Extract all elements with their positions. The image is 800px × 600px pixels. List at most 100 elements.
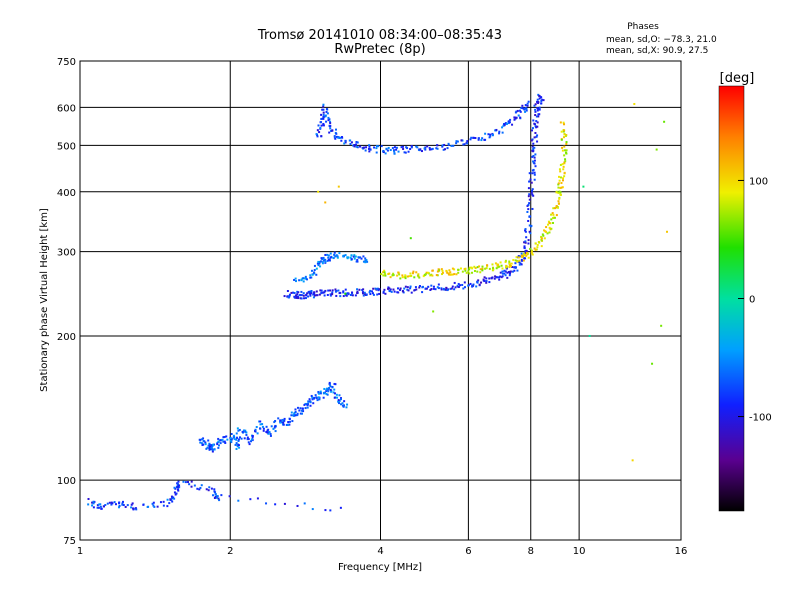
echo-point bbox=[519, 116, 522, 119]
echo-point bbox=[524, 251, 527, 254]
echo-point bbox=[499, 275, 502, 278]
echo-point bbox=[365, 293, 368, 296]
echo-point bbox=[407, 289, 410, 292]
echo-point bbox=[319, 289, 322, 292]
echo-points bbox=[87, 93, 669, 512]
colorbar-label: [deg] bbox=[720, 71, 755, 86]
echo-point bbox=[562, 130, 565, 133]
echo-point bbox=[293, 278, 296, 281]
echo-point bbox=[457, 282, 460, 285]
echo-point bbox=[198, 488, 201, 491]
echo-point bbox=[283, 502, 286, 505]
echo-point bbox=[431, 147, 434, 150]
echo-point bbox=[520, 263, 523, 266]
echo-point bbox=[424, 146, 427, 149]
echo-point bbox=[292, 291, 295, 294]
echo-point bbox=[384, 274, 387, 277]
echo-point bbox=[229, 439, 232, 442]
echo-point bbox=[228, 495, 231, 498]
echo-point bbox=[531, 249, 534, 252]
echo-point bbox=[502, 124, 505, 127]
echo-point bbox=[206, 446, 209, 449]
echo-point bbox=[306, 406, 309, 409]
echo-point bbox=[424, 148, 427, 151]
echo-point bbox=[441, 144, 444, 147]
echo-point bbox=[375, 145, 378, 148]
echo-point bbox=[390, 290, 393, 293]
echo-point bbox=[557, 202, 560, 205]
echo-point bbox=[488, 267, 491, 270]
echo-point bbox=[478, 265, 481, 268]
phases-title: Phases bbox=[627, 22, 659, 32]
echo-point bbox=[317, 392, 320, 395]
echo-point bbox=[325, 110, 328, 113]
echo-point bbox=[177, 489, 180, 492]
echo-point bbox=[559, 121, 562, 124]
echo-point bbox=[317, 190, 320, 193]
echo-point bbox=[339, 397, 342, 400]
echo-point bbox=[261, 423, 264, 426]
echo-point bbox=[349, 142, 352, 145]
echo-point bbox=[211, 450, 214, 453]
echo-point bbox=[533, 178, 536, 181]
echo-point bbox=[223, 440, 226, 443]
echo-point bbox=[504, 260, 507, 263]
echo-point bbox=[113, 501, 116, 504]
echo-point bbox=[514, 266, 517, 269]
echo-point bbox=[467, 284, 470, 287]
echo-point bbox=[126, 504, 129, 507]
echo-point bbox=[523, 108, 526, 111]
echo-point bbox=[349, 256, 352, 259]
echo-point bbox=[250, 438, 253, 441]
echo-point bbox=[451, 273, 454, 276]
echo-point bbox=[325, 388, 328, 391]
echo-point bbox=[322, 392, 325, 395]
echo-point bbox=[383, 288, 386, 291]
echo-point bbox=[322, 124, 325, 127]
echo-point bbox=[333, 136, 336, 139]
echo-point bbox=[210, 444, 213, 447]
echo-point bbox=[353, 257, 356, 260]
echo-point bbox=[481, 269, 484, 272]
echo-point bbox=[323, 294, 326, 297]
echo-point bbox=[435, 147, 438, 150]
echo-point bbox=[287, 423, 290, 426]
echo-point bbox=[528, 180, 531, 183]
echo-point bbox=[326, 112, 329, 115]
echo-point bbox=[322, 108, 325, 111]
echo-point bbox=[329, 385, 332, 388]
echo-point bbox=[221, 438, 224, 441]
echo-point bbox=[318, 131, 321, 134]
echo-point bbox=[558, 179, 561, 182]
echo-point bbox=[317, 396, 320, 399]
echo-point bbox=[310, 292, 313, 295]
echo-point bbox=[214, 493, 217, 496]
echo-point bbox=[176, 483, 179, 486]
echo-point bbox=[509, 272, 512, 275]
echo-point bbox=[211, 449, 214, 452]
echo-point bbox=[482, 278, 485, 281]
echo-point bbox=[450, 273, 453, 276]
echo-point bbox=[187, 481, 190, 484]
echo-point bbox=[487, 133, 490, 136]
echo-point bbox=[497, 263, 500, 266]
echo-point bbox=[334, 137, 337, 140]
echo-point bbox=[214, 495, 217, 498]
echo-point bbox=[508, 262, 511, 265]
echo-point bbox=[533, 122, 536, 125]
echo-point bbox=[431, 274, 434, 277]
echo-point bbox=[457, 271, 460, 274]
echo-point bbox=[244, 430, 247, 433]
echo-point bbox=[480, 281, 483, 284]
echo-point bbox=[201, 438, 204, 441]
echo-point bbox=[484, 132, 487, 135]
echo-point bbox=[386, 149, 389, 152]
echo-point bbox=[430, 288, 433, 291]
echo-point bbox=[333, 251, 336, 254]
echo-point bbox=[238, 428, 241, 431]
echo-point bbox=[550, 227, 553, 230]
echo-point bbox=[316, 399, 319, 402]
echo-point bbox=[310, 289, 313, 292]
echo-point bbox=[325, 120, 328, 123]
echo-point bbox=[259, 420, 262, 423]
